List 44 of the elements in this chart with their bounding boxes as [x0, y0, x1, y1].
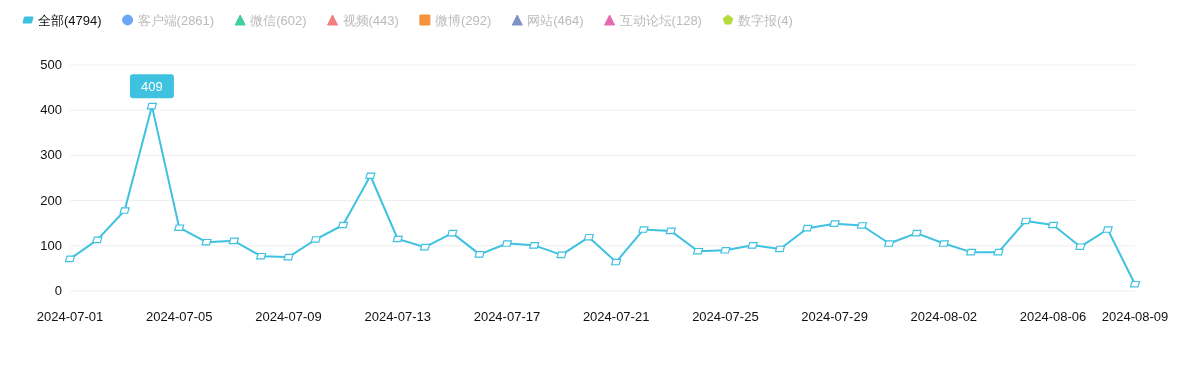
x-tick-label: 2024-07-09	[255, 309, 322, 324]
x-tick-label: 2024-07-29	[801, 309, 868, 324]
x-tick-label: 2024-07-17	[473, 309, 541, 324]
legend-label: 客户端(2861)	[137, 13, 215, 28]
point	[993, 248, 1004, 256]
point	[92, 236, 103, 244]
legend-label: 视频(443)	[342, 13, 399, 28]
point	[802, 224, 813, 232]
point	[228, 237, 239, 245]
x-tick-label: 2024-08-09	[1101, 309, 1169, 324]
point	[392, 235, 403, 243]
point	[256, 252, 267, 260]
legend-label: 微博(292)	[434, 13, 492, 28]
x-tick-label: 2024-08-06	[1019, 309, 1087, 324]
legend-label: 全部(4794)	[38, 13, 102, 28]
x-tick-label: 2024-07-21	[582, 309, 650, 324]
point	[556, 251, 567, 259]
y-tick-label: 0	[54, 283, 62, 298]
y-tick-label: 100	[40, 237, 62, 253]
legend-label: 微信(602)	[250, 13, 307, 28]
point	[911, 229, 922, 237]
y-tick-label: 400	[40, 102, 62, 118]
x-tick-label: 2024-07-13	[364, 309, 431, 324]
x-tick-label: 2024-07-01	[36, 309, 104, 324]
y-tick-label: 500	[40, 57, 62, 72]
data-label: 409	[141, 79, 163, 95]
legend-label: 网站(464)	[527, 13, 584, 28]
point	[201, 238, 212, 246]
y-tick-label: 300	[40, 147, 62, 163]
point	[665, 227, 676, 235]
x-tick-label: 2024-07-25	[692, 309, 759, 324]
x-tick-label: 2024-07-05	[145, 309, 213, 324]
point	[365, 172, 376, 180]
y-tick-label: 200	[40, 192, 62, 208]
point	[1020, 217, 1031, 225]
point	[447, 229, 458, 237]
point	[283, 253, 294, 261]
legend-label: 数字报(4)	[737, 13, 793, 28]
x-tick-label: 2024-08-02	[910, 309, 978, 324]
point	[611, 258, 622, 266]
point	[583, 233, 594, 241]
point	[966, 248, 977, 256]
point	[174, 224, 185, 232]
legend-label: 互动论坛(128)	[619, 13, 702, 28]
